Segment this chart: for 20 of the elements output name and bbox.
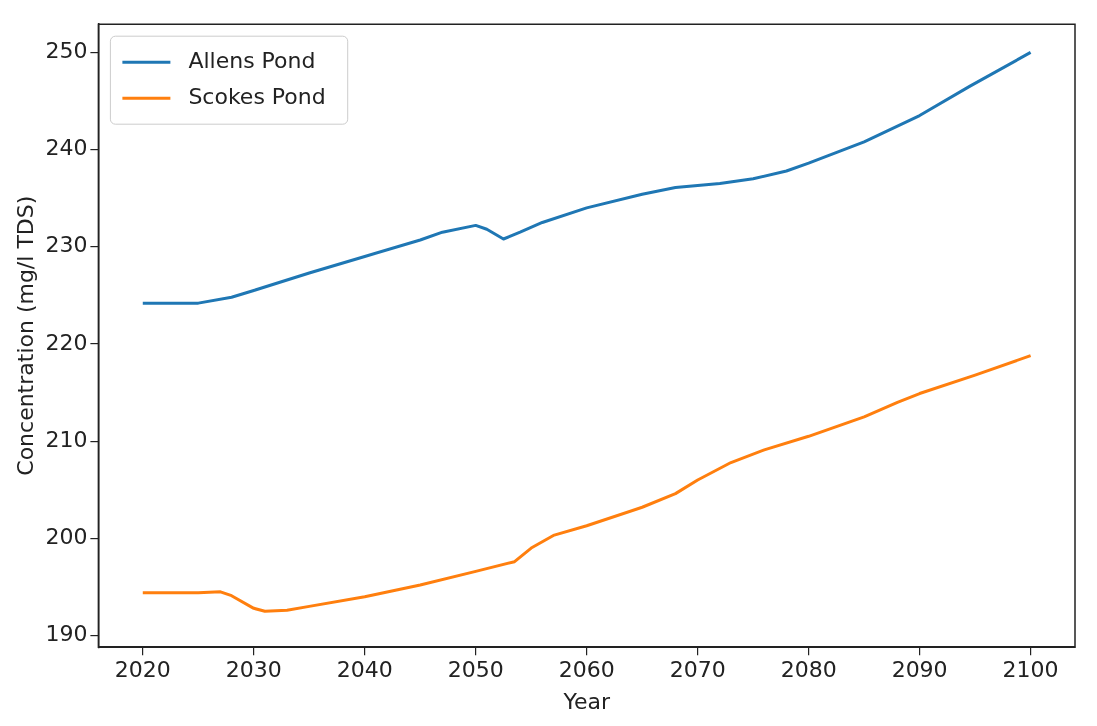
legend-label: Allens Pond [188, 47, 316, 73]
x-tick-label: 2050 [447, 657, 504, 683]
legend-label: Scokes Pond [188, 83, 326, 109]
y-tick-label: 210 [45, 426, 88, 452]
y-tick-label: 190 [45, 621, 88, 647]
x-tick-label: 2080 [780, 657, 837, 683]
x-tick-label: 2090 [891, 657, 948, 683]
y-tick-label: 200 [45, 524, 88, 550]
x-tick-label: 2020 [114, 657, 171, 683]
x-tick-label: 2040 [336, 657, 393, 683]
y-tick-label: 220 [45, 329, 88, 355]
x-tick-label: 2030 [225, 657, 282, 683]
y-tick-label: 240 [45, 135, 88, 161]
y-axis-title: Concentration (mg/l TDS) [12, 195, 38, 476]
x-axis-title: Year [562, 688, 611, 714]
x-tick-label: 2100 [1002, 657, 1059, 683]
y-tick-label: 250 [45, 38, 88, 64]
x-tick-label: 2060 [558, 657, 615, 683]
y-tick-label: 230 [45, 232, 88, 258]
x-tick-label: 2070 [669, 657, 726, 683]
